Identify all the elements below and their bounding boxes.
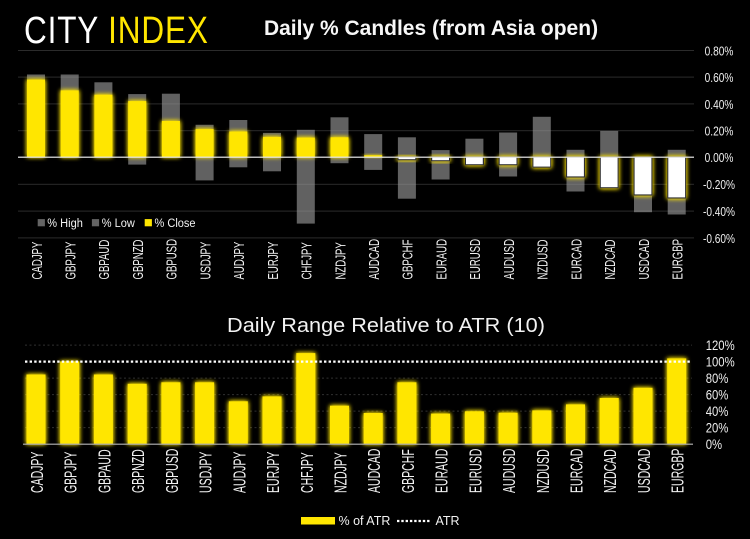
svg-text:EURGBP: EURGBP bbox=[669, 449, 688, 493]
svg-text:GBPAUD: GBPAUD bbox=[96, 449, 115, 493]
svg-text:NZDJPY: NZDJPY bbox=[332, 452, 351, 493]
svg-text:NZDCAD: NZDCAD bbox=[602, 449, 621, 493]
svg-text:EURAUD: EURAUD bbox=[433, 239, 450, 279]
svg-text:CITY INDEX: CITY INDEX bbox=[24, 9, 209, 51]
svg-text:-0.20%: -0.20% bbox=[703, 179, 735, 192]
svg-text:120%: 120% bbox=[706, 338, 735, 353]
svg-text:GBPCHF: GBPCHF bbox=[400, 239, 417, 279]
svg-text:% High: % High bbox=[47, 217, 83, 229]
svg-text:GBPCHF: GBPCHF bbox=[399, 449, 418, 493]
svg-text:AUDJPY: AUDJPY bbox=[231, 241, 248, 279]
svg-text:AUDUSD: AUDUSD bbox=[501, 239, 518, 279]
svg-text:AUDUSD: AUDUSD bbox=[501, 449, 520, 493]
svg-text:Daily % Candles (from Asia ope: Daily % Candles (from Asia open) bbox=[264, 17, 598, 40]
svg-text:% of ATR: % of ATR bbox=[339, 514, 391, 528]
svg-text:CHFJPY: CHFJPY bbox=[298, 242, 315, 280]
svg-text:USDJPY: USDJPY bbox=[197, 241, 214, 279]
svg-text:% Low: % Low bbox=[102, 217, 136, 229]
svg-text:EURGBP: EURGBP bbox=[669, 239, 686, 279]
svg-text:EURAUD: EURAUD bbox=[433, 449, 452, 493]
svg-text:GBPUSD: GBPUSD bbox=[163, 449, 182, 493]
svg-text:GBPAUD: GBPAUD bbox=[96, 240, 113, 280]
svg-text:EURUSD: EURUSD bbox=[467, 449, 486, 493]
svg-text:CADJPY: CADJPY bbox=[29, 241, 46, 279]
svg-text:ATR: ATR bbox=[436, 514, 460, 528]
svg-text:NZDUSD: NZDUSD bbox=[534, 449, 553, 493]
svg-text:AUDCAD: AUDCAD bbox=[366, 449, 385, 493]
svg-text:NZDCAD: NZDCAD bbox=[602, 240, 619, 280]
svg-text:0.60%: 0.60% bbox=[705, 72, 734, 85]
svg-text:Daily Range Relative to ATR (1: Daily Range Relative to ATR (10) bbox=[227, 315, 545, 337]
svg-text:EURCAD: EURCAD bbox=[568, 449, 587, 493]
svg-text:CADJPY: CADJPY bbox=[28, 451, 47, 493]
svg-text:100%: 100% bbox=[706, 354, 735, 369]
svg-text:-0.60%: -0.60% bbox=[703, 233, 735, 246]
svg-text:GBPNZD: GBPNZD bbox=[130, 449, 149, 493]
svg-text:AUDCAD: AUDCAD bbox=[366, 239, 383, 279]
svg-text:0.40%: 0.40% bbox=[705, 99, 734, 112]
svg-text:GBPJPY: GBPJPY bbox=[62, 451, 81, 493]
svg-text:-0.40%: -0.40% bbox=[703, 206, 735, 219]
svg-text:NZDUSD: NZDUSD bbox=[534, 240, 551, 280]
svg-text:USDCAD: USDCAD bbox=[635, 449, 654, 493]
svg-text:AUDJPY: AUDJPY bbox=[231, 451, 250, 493]
svg-text:EURJPY: EURJPY bbox=[265, 241, 282, 279]
svg-text:EURUSD: EURUSD bbox=[467, 239, 484, 279]
svg-text:GBPNZD: GBPNZD bbox=[130, 240, 147, 280]
svg-text:NZDJPY: NZDJPY bbox=[332, 242, 349, 280]
svg-text:GBPJPY: GBPJPY bbox=[62, 241, 79, 279]
svg-text:60%: 60% bbox=[706, 387, 729, 402]
svg-text:USDCAD: USDCAD bbox=[636, 239, 653, 279]
svg-text:USDJPY: USDJPY bbox=[197, 451, 216, 493]
svg-text:0.80%: 0.80% bbox=[705, 46, 734, 59]
svg-text:EURJPY: EURJPY bbox=[264, 451, 283, 493]
svg-text:GBPUSD: GBPUSD bbox=[164, 239, 181, 279]
svg-text:0.00%: 0.00% bbox=[705, 152, 734, 165]
svg-text:0.20%: 0.20% bbox=[705, 126, 734, 139]
svg-text:CHFJPY: CHFJPY bbox=[298, 452, 317, 493]
svg-text:EURCAD: EURCAD bbox=[568, 239, 585, 279]
svg-text:20%: 20% bbox=[706, 420, 729, 435]
svg-text:% Close: % Close bbox=[155, 217, 196, 229]
svg-text:80%: 80% bbox=[706, 371, 729, 386]
svg-text:0%: 0% bbox=[706, 437, 722, 452]
svg-text:40%: 40% bbox=[706, 404, 729, 419]
